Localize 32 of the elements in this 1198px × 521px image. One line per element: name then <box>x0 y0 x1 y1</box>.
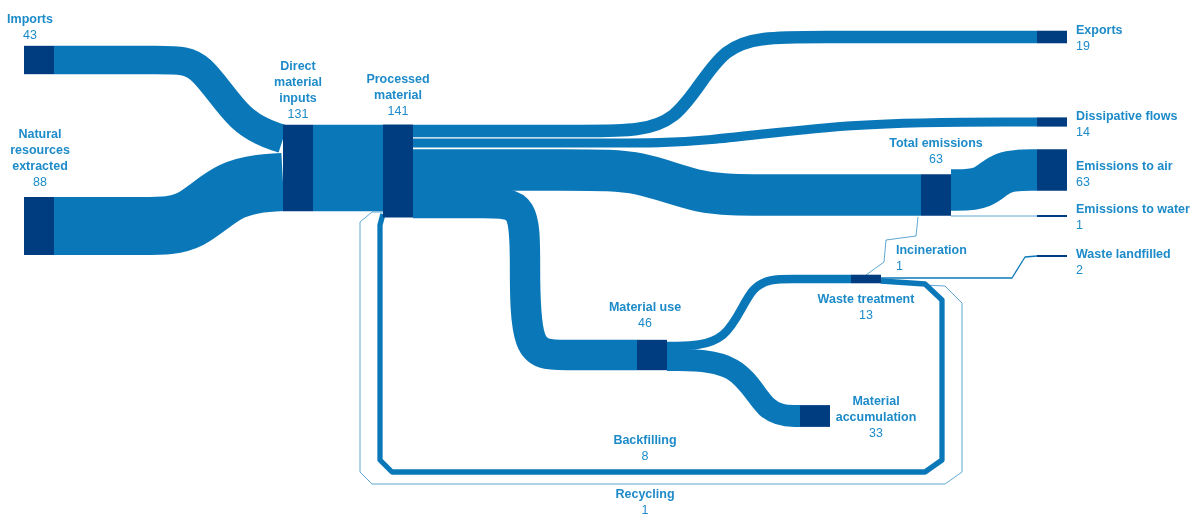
data-label: 46 <box>638 316 652 330</box>
category-label: Imports <box>7 12 53 26</box>
data-label: 1 <box>1076 218 1083 232</box>
data-label: 63 <box>1076 175 1090 189</box>
category-label: Emissions to air <box>1076 159 1173 173</box>
data-label: 1 <box>896 259 903 273</box>
data-label: 8 <box>641 449 649 463</box>
data-label: 1 <box>641 503 649 517</box>
data-label: 2 <box>1076 263 1083 277</box>
category-label: Waste treatment <box>817 292 916 306</box>
category-label: Material accumulation <box>835 394 917 424</box>
category-label: Waste landfilled <box>1076 247 1171 261</box>
category-label: Dissipative flows <box>1076 109 1178 123</box>
category-label: Recycling <box>615 487 675 501</box>
data-label: 19 <box>1076 39 1090 53</box>
category-label: Total emissions <box>889 136 983 150</box>
data-label: 43 <box>23 28 37 42</box>
category-label: Material use <box>608 300 682 314</box>
category-label: Emissions to water <box>1076 202 1191 216</box>
category-label: Incineration <box>896 243 967 257</box>
category-label: Processed material <box>366 72 430 102</box>
data-label: 33 <box>869 426 883 440</box>
data-label: 14 <box>1076 125 1090 139</box>
data-label: 63 <box>929 152 943 166</box>
data-label: 88 <box>33 175 47 189</box>
category-label: Exports <box>1076 23 1123 37</box>
category-label: Natural resources extracted <box>10 127 70 173</box>
data-label: 131 <box>287 107 309 121</box>
category-label: Direct material inputs <box>274 59 322 105</box>
data-label: 13 <box>859 308 873 322</box>
data-label: 141 <box>387 104 409 118</box>
category-label: Backfilling <box>613 433 677 447</box>
